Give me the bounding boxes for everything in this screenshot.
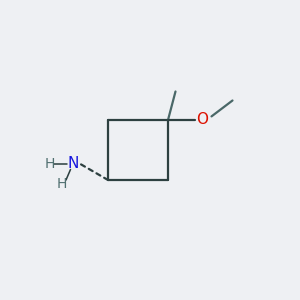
Text: H: H xyxy=(56,178,67,191)
Text: N: N xyxy=(68,156,79,171)
Text: O: O xyxy=(196,112,208,128)
Text: H: H xyxy=(44,157,55,170)
